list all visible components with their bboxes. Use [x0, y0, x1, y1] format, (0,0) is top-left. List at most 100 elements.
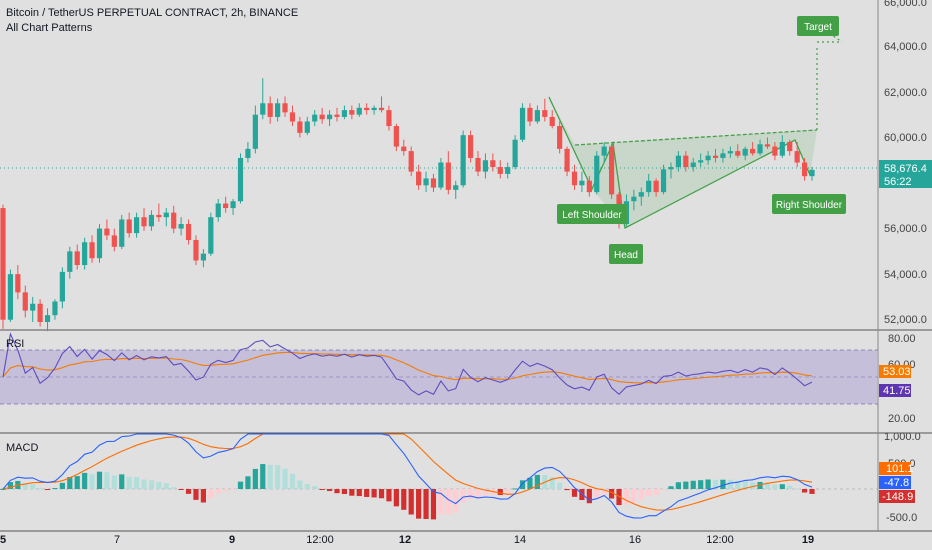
- macd-histogram-bar: [7, 482, 14, 489]
- macd-histogram-bar: [534, 474, 540, 489]
- macd-histogram-bar: [416, 489, 422, 519]
- macd-histogram-bar: [260, 464, 266, 489]
- macd-histogram-bar: [519, 480, 526, 489]
- macd-histogram-bar: [371, 489, 377, 498]
- candle: [215, 198, 221, 222]
- macd-histogram-bar: [735, 480, 741, 489]
- candle: [148, 210, 155, 231]
- right-shoulder-label[interactable]: Right Shoulder: [772, 194, 846, 214]
- last-price-tag: 58,676.4 56:22: [879, 160, 932, 188]
- candle: [609, 144, 615, 199]
- candle: [401, 139, 407, 156]
- macd-histogram-bar: [289, 473, 296, 489]
- candle: [156, 203, 162, 222]
- candle: [549, 110, 555, 129]
- chart-title: Bitcoin / TetherUS PERPETUAL CONTRACT, 2…: [6, 7, 298, 19]
- candle: [772, 141, 778, 161]
- time-axis[interactable]: 5 7 9 12:00 12 14 16 12:00 19: [0, 534, 814, 546]
- candle: [571, 164, 578, 190]
- macd-histogram-bar: [787, 485, 793, 489]
- macd-histogram-bar: [111, 475, 117, 489]
- candle: [371, 105, 377, 115]
- candle: [245, 141, 251, 163]
- macd-histogram-bar: [156, 482, 162, 489]
- candle: [586, 176, 592, 197]
- macd-line: [2, 433, 813, 519]
- macd-histogram-bar: [757, 481, 763, 489]
- macd-histogram-bar: [631, 489, 637, 503]
- candle: [408, 146, 414, 177]
- macd-histogram-bar: [297, 480, 303, 489]
- candle: [30, 296, 36, 322]
- candle: [542, 98, 548, 122]
- candle: [794, 141, 800, 168]
- candle: [416, 164, 422, 190]
- svg-text:41.75: 41.75: [883, 385, 911, 397]
- candle: [178, 217, 184, 236]
- time-tick: 7: [114, 534, 120, 546]
- macd-histogram-bar: [185, 489, 192, 494]
- macd-histogram-bar: [237, 481, 244, 489]
- candle: [764, 137, 771, 149]
- macd-histogram-bar: [705, 479, 711, 489]
- time-tick: 16: [629, 534, 641, 546]
- left-shoulder-label[interactable]: Left Shoulder: [557, 204, 627, 224]
- candle: [356, 103, 362, 117]
- target-label[interactable]: Target: [797, 16, 839, 36]
- rsi-ma-tag: 53.03: [879, 365, 911, 378]
- macd-histogram-bar: [163, 483, 169, 489]
- candle: [133, 212, 140, 238]
- candle: [52, 299, 58, 320]
- candle: [119, 214, 125, 250]
- macd-histogram-bar: [200, 489, 206, 503]
- candle: [534, 105, 540, 124]
- candle: [445, 151, 451, 195]
- macd-histogram-bar: [319, 489, 325, 490]
- rsi-indicator: [2, 332, 813, 396]
- candle: [519, 103, 526, 142]
- candle: [430, 173, 437, 193]
- macd-histogram-bar: [698, 480, 704, 489]
- head-label[interactable]: Head: [609, 244, 643, 264]
- candle: [104, 219, 110, 240]
- macd-histogram-bar: [401, 489, 407, 510]
- svg-text:53.03: 53.03: [883, 366, 911, 378]
- macd-tick: -500.0: [886, 512, 917, 524]
- price-tick: 66,000.0: [884, 0, 927, 9]
- candle: [289, 105, 296, 127]
- candle: [564, 146, 570, 177]
- candle: [460, 130, 466, 188]
- candle: [475, 151, 481, 177]
- candle: [59, 267, 65, 309]
- macd-histogram-bar: [609, 489, 615, 499]
- macd-histogram-bar: [349, 489, 355, 496]
- macd-histogram-bar: [683, 481, 689, 489]
- indicator-name[interactable]: All Chart Patterns: [6, 22, 93, 34]
- candle: [512, 135, 518, 170]
- candle: [505, 162, 511, 179]
- macd-histogram-bar: [275, 465, 281, 489]
- macd-histogram-bar: [549, 477, 555, 489]
- macd-histogram-bar: [445, 489, 451, 515]
- macd-histogram-bar: [579, 489, 585, 501]
- last-price-value: 58,676.4: [884, 163, 927, 175]
- macd-pane-label[interactable]: MACD: [6, 442, 38, 454]
- candle: [453, 180, 459, 199]
- time-tick: 12:00: [706, 534, 734, 546]
- macd-histogram-bar: [475, 489, 481, 499]
- candle: [252, 105, 258, 154]
- macd-histogram-bar: [245, 476, 251, 489]
- macd-histogram-bar: [393, 489, 399, 507]
- candle: [267, 96, 273, 124]
- candle: [757, 139, 763, 156]
- candle: [312, 110, 318, 127]
- macd-histogram-bar: [0, 489, 6, 490]
- macd-histogram-bar: [779, 484, 785, 489]
- macd-histogram-bar: [512, 488, 518, 490]
- macd-indicator: [0, 433, 815, 520]
- candle: [467, 130, 474, 163]
- rsi-pane-label[interactable]: RSI: [6, 338, 24, 350]
- macd-histogram-bar: [742, 481, 748, 489]
- candle: [557, 121, 563, 154]
